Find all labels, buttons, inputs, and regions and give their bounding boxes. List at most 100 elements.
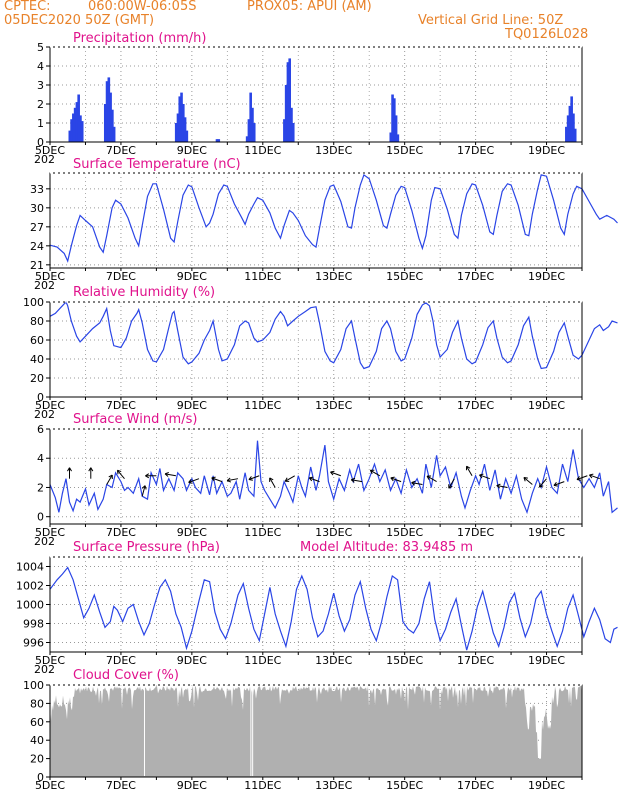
precip-bar	[573, 128, 577, 142]
y-tick-label: 1000	[16, 599, 44, 612]
wind-arrow	[370, 469, 381, 477]
precip-bar	[284, 85, 288, 142]
wind-arrow	[479, 474, 490, 480]
rh-frame	[49, 301, 583, 398]
x-tick-label: 5DEC	[35, 270, 65, 283]
y-tick-label: 27	[30, 221, 44, 234]
x-tick-label: 9DEC	[177, 654, 207, 667]
x-tick-label: 19DEC	[528, 526, 565, 539]
x-tick-label: 11DEC	[244, 270, 281, 283]
wind-arrow	[390, 477, 402, 483]
x-tick-label: 17DEC	[457, 526, 494, 539]
wind-arrow	[448, 478, 455, 489]
x-tick-label: 11DEC	[244, 779, 281, 792]
wind-arrowhead	[369, 469, 375, 475]
wind-arrow	[309, 477, 320, 483]
wind-frame	[49, 428, 583, 525]
cloud-panel: 0 20 40 60 80 100 5DEC 7DEC 9DEC 11DEC 13DEC 15DEC 1…	[23, 668, 583, 792]
wind-arrow	[351, 479, 363, 483]
x-tick-label: 19DEC	[528, 399, 565, 412]
y-tick-label: 100	[23, 296, 44, 309]
x-tick-label: 19DEC	[528, 144, 565, 157]
x-year-fragment: 202	[34, 663, 55, 676]
wind-arrowhead	[164, 471, 169, 477]
x-tick-label: 15DEC	[386, 144, 423, 157]
wind-arrowhead	[88, 467, 94, 472]
y-tick-label: 1004	[16, 561, 44, 574]
precip-bar	[72, 113, 75, 142]
y-tick-label: 2	[37, 98, 44, 111]
precip-bar	[103, 104, 107, 142]
y-tick-label: 996	[23, 637, 44, 650]
x-tick-label: 13DEC	[315, 654, 352, 667]
y-tick-label: 80	[30, 315, 44, 328]
x-tick-label: 15DEC	[386, 399, 423, 412]
precip-bar	[174, 123, 178, 142]
x-tick-label: 9DEC	[177, 399, 207, 412]
precip-bar	[394, 115, 398, 142]
x-tick-label: 15DEC	[386, 526, 423, 539]
wind-arrowhead	[576, 476, 582, 481]
y-tick-label: 0	[37, 136, 44, 149]
y-tick-label: 5	[37, 41, 44, 54]
precip-bar	[80, 121, 84, 142]
x-tick-label: 17DEC	[457, 399, 494, 412]
x-tick-label: 7DEC	[106, 526, 136, 539]
y-tick-label: 3	[37, 79, 44, 92]
precip-bar	[178, 96, 182, 142]
header-station: PROX05: APUI (AM)	[247, 0, 372, 14]
precip-panel: 0 1 2 3 4 5 5DEC 7DEC 9DEC 11DEC 13DEC 15DEC 17DEC 19…	[34, 31, 583, 166]
wind-arrowhead	[284, 477, 290, 482]
wind-arrowhead	[330, 470, 335, 476]
precip-bar	[570, 96, 573, 142]
precip-bar	[572, 113, 575, 142]
y-tick-label: 30	[30, 202, 44, 215]
x-tick-label: 13DEC	[315, 144, 352, 157]
wind-arrow	[553, 481, 565, 486]
wind-arrow	[141, 485, 146, 497]
x-tick-label: 19DEC	[528, 779, 565, 792]
x-tick-label: 15DEC	[386, 654, 423, 667]
precip-bar	[73, 107, 77, 142]
precip-bar	[107, 77, 111, 142]
wind-arrowhead	[465, 465, 471, 471]
x-tick-label: 5DEC	[35, 526, 65, 539]
precip-bar	[109, 92, 112, 142]
x-tick-label: 11DEC	[244, 144, 281, 157]
wind-arrowhead	[269, 477, 274, 482]
precip-bar	[565, 126, 568, 142]
precip-bar	[215, 139, 219, 142]
precip-bar	[176, 113, 180, 142]
x-tick-label: 11DEC	[244, 399, 281, 412]
precip-bar	[389, 132, 393, 142]
y-tick-label: 0	[37, 511, 44, 524]
precip-bar	[79, 115, 82, 142]
y-tick-label: 60	[30, 334, 44, 347]
wind-arrow	[466, 465, 473, 477]
x-year-fragment: 202	[34, 408, 55, 421]
y-tick-label: 40	[30, 353, 44, 366]
wind-title: Surface Wind (m/s)	[73, 412, 197, 427]
y-tick-label: 33	[30, 183, 44, 196]
x-tick-label: 11DEC	[244, 654, 281, 667]
x-tick-label: 19DEC	[528, 654, 565, 667]
press-subtitle: Model Altitude: 83.9485 m	[300, 540, 473, 555]
precip-bar	[70, 119, 73, 142]
wind-arrow	[496, 485, 508, 488]
wind-arrowhead	[496, 483, 501, 489]
temp-title: Surface Temperature (nC)	[73, 157, 241, 172]
header-coords: 060:00W-06:05S	[88, 0, 197, 14]
wind-arrowhead	[116, 469, 122, 475]
precip-bar	[245, 136, 249, 142]
cloud-gap	[252, 685, 254, 776]
precip-bar	[217, 139, 221, 142]
wind-arrow	[269, 477, 276, 488]
y-tick-label: 0	[37, 391, 44, 404]
x-tick-label: 9DEC	[177, 144, 207, 157]
x-tick-label: 17DEC	[457, 270, 494, 283]
y-tick-label: 2	[37, 481, 44, 494]
wind-arrowhead	[538, 483, 544, 488]
y-tick-label: 4	[37, 452, 44, 465]
header-source: CPTEC:	[4, 0, 51, 14]
precip-bar	[180, 92, 183, 142]
